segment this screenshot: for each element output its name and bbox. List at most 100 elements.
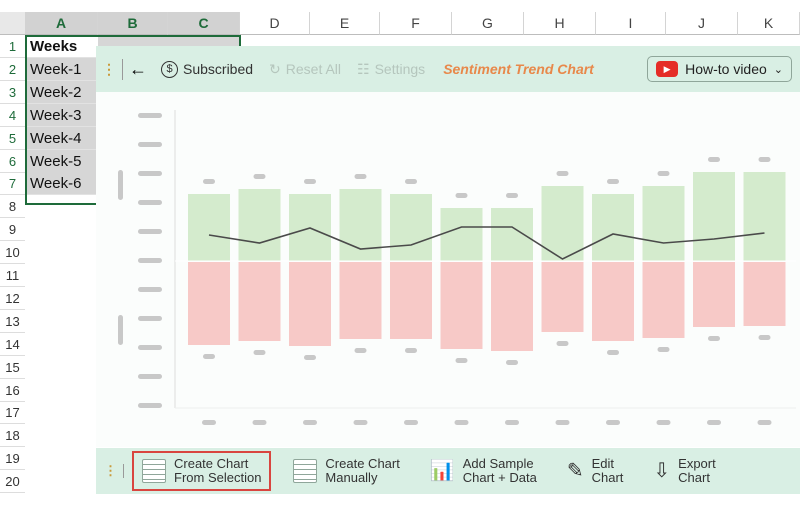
video-label: How-to video <box>685 61 767 77</box>
label-line: Manually <box>325 470 378 485</box>
row-header-14[interactable]: 14 <box>0 333 25 356</box>
add-sample-chart-button[interactable]: 📊 Add Sample Chart + Data <box>422 453 545 489</box>
x-tick-label-placeholder <box>707 420 721 425</box>
y-axis-title-placeholder <box>118 315 123 345</box>
row-header-1[interactable]: 1 <box>0 35 25 58</box>
data-label-placeholder <box>354 348 367 353</box>
positive-bar <box>491 208 533 261</box>
positive-bar <box>541 186 584 261</box>
label-line: Export <box>678 456 716 471</box>
label-line: Edit <box>591 456 614 471</box>
y-tick-label-placeholder <box>138 258 162 263</box>
y-tick-label-placeholder <box>138 200 162 205</box>
row-header-9[interactable]: 9 <box>0 218 25 242</box>
row-header-10[interactable]: 10 <box>0 241 25 265</box>
cell-A3[interactable]: Week-2 <box>25 80 98 104</box>
drag-handle-icon[interactable]: ⋮ <box>104 464 124 478</box>
row-header-11[interactable]: 11 <box>0 264 25 287</box>
positive-bar <box>743 172 786 261</box>
settings-icon: ☷ <box>357 60 370 77</box>
row-header-13[interactable]: 13 <box>0 310 25 333</box>
chart-title: Sentiment Trend Chart <box>443 61 594 77</box>
label-line: Create Chart <box>325 456 400 471</box>
settings-button[interactable]: ☷ Settings <box>357 61 425 78</box>
negative-bar <box>743 262 786 326</box>
drag-handle-icon[interactable]: ⋮ <box>102 60 116 77</box>
label: Create Chart From Selection <box>174 457 261 485</box>
row-header-12[interactable]: 12 <box>0 287 25 310</box>
row-header-2[interactable]: 2 <box>0 58 25 81</box>
subscribed-button[interactable]: $ Subscribed <box>161 60 253 78</box>
column-header-E[interactable]: E <box>310 12 380 35</box>
data-label-placeholder <box>354 174 367 179</box>
dollar-icon: $ <box>161 60 178 78</box>
cell-A4[interactable]: Week-3 <box>25 103 98 127</box>
positive-bar <box>693 172 735 261</box>
column-header-K[interactable]: K <box>738 12 800 35</box>
sample-chart-icon: 📊 <box>429 460 455 482</box>
how-to-video-button[interactable]: ▶ How-to video ⌄ <box>647 56 792 82</box>
reset-icon: ↻ <box>269 60 281 77</box>
row-header-7[interactable]: 7 <box>0 172 25 196</box>
row-header-15[interactable]: 15 <box>0 356 25 379</box>
y-tick-label-placeholder <box>138 374 162 379</box>
select-all-corner[interactable] <box>0 12 25 35</box>
data-label-placeholder <box>203 179 215 184</box>
y-tick-label-placeholder <box>138 229 162 234</box>
data-label-placeholder <box>607 179 619 184</box>
row-header-19[interactable]: 19 <box>0 447 25 471</box>
data-label-placeholder <box>556 171 569 176</box>
positive-bar <box>642 186 685 261</box>
label-line: Add Sample <box>462 456 534 471</box>
bottom-toolbar: ⋮ Create Chart From Selection Create Char… <box>96 448 800 494</box>
x-tick-label-placeholder <box>353 420 368 425</box>
data-label-placeholder <box>203 354 215 359</box>
cell-A2[interactable]: Week-1 <box>25 57 98 81</box>
cell-A7[interactable]: Week-6 <box>25 172 98 196</box>
x-tick-label-placeholder <box>555 420 570 425</box>
export-chart-button[interactable]: ⇩ Export Chart <box>645 453 723 489</box>
row-header-16[interactable]: 16 <box>0 379 25 402</box>
data-label-placeholder <box>657 171 670 176</box>
cell-A6[interactable]: Week-5 <box>25 149 98 173</box>
row-header-8[interactable]: 8 <box>0 195 25 219</box>
negative-bar <box>491 262 533 351</box>
row-header-5[interactable]: 5 <box>0 127 25 150</box>
cell-A1[interactable]: Weeks <box>25 35 98 58</box>
column-header-F[interactable]: F <box>380 12 452 35</box>
cell-A5[interactable]: Week-4 <box>25 126 98 150</box>
chart-area <box>96 92 800 447</box>
reset-all-button[interactable]: ↻ Reset All <box>269 61 341 78</box>
column-header-G[interactable]: G <box>452 12 524 35</box>
data-label-placeholder <box>657 347 670 352</box>
label: Create Chart Manually <box>325 457 399 485</box>
data-label-placeholder <box>455 358 468 363</box>
back-icon[interactable]: ← <box>122 58 147 80</box>
positive-bar <box>440 208 483 261</box>
column-header-I[interactable]: I <box>596 12 666 35</box>
edit-chart-button[interactable]: ✎ Edit Chart <box>559 453 632 489</box>
column-header-J[interactable]: J <box>666 12 738 35</box>
column-header-D[interactable]: D <box>240 12 310 35</box>
y-tick-label-placeholder <box>138 287 162 292</box>
data-label-placeholder <box>708 157 720 162</box>
row-header-4[interactable]: 4 <box>0 104 25 127</box>
row-header-3[interactable]: 3 <box>0 81 25 104</box>
row-header-6[interactable]: 6 <box>0 150 25 173</box>
create-chart-from-selection-button[interactable]: Create Chart From Selection <box>132 451 272 491</box>
column-header-H[interactable]: H <box>524 12 596 35</box>
create-chart-manually-button[interactable]: Create Chart Manually <box>285 453 407 489</box>
data-label-placeholder <box>708 336 720 341</box>
row-header-17[interactable]: 17 <box>0 401 25 425</box>
data-label-placeholder <box>405 348 417 353</box>
table-icon <box>142 459 166 483</box>
row-header-18[interactable]: 18 <box>0 424 25 448</box>
y-axis-title-placeholder <box>118 170 123 200</box>
row-header-20[interactable]: 20 <box>0 470 25 494</box>
edit-icon: ✎ <box>566 460 584 482</box>
column-header-A[interactable]: A <box>25 12 98 35</box>
column-header-B[interactable]: B <box>98 12 168 35</box>
data-label-placeholder <box>253 174 266 179</box>
column-header-C[interactable]: C <box>168 12 240 35</box>
negative-bar <box>289 262 331 346</box>
